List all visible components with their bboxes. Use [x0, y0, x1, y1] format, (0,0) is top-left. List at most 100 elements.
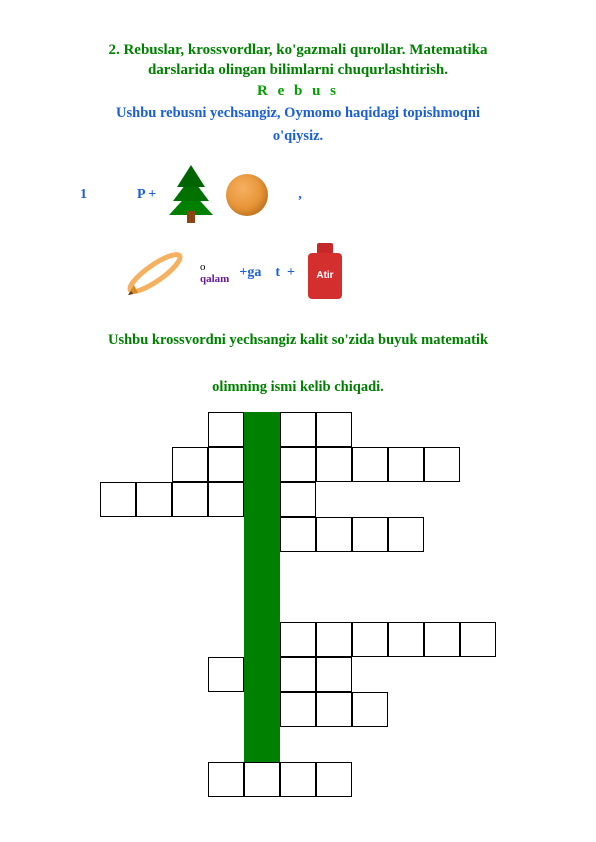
grid-cell — [280, 692, 316, 727]
grid-cell — [208, 447, 244, 482]
grid-cell — [100, 482, 136, 517]
crossword-title-line1: Ushbu krossvordni yechsangiz kalit so'zi… — [50, 331, 546, 351]
grid-cell — [460, 482, 496, 517]
heading-line2: darslarida olingan bilimlarni chuqurlash… — [50, 60, 546, 80]
grid-cell — [352, 517, 388, 552]
grid-cell — [208, 587, 244, 622]
grid-cell — [208, 622, 244, 657]
grid-cell — [208, 727, 244, 762]
grid-cell — [280, 552, 316, 587]
grid-cell — [100, 692, 136, 727]
grid-cell — [388, 762, 424, 797]
grid-cell — [388, 517, 424, 552]
grid-cell — [460, 552, 496, 587]
crossword-title-line2: olimning ismi kelib chiqadi. — [50, 378, 546, 398]
heading-line1: 2. Rebuslar, krossvordlar, ko'gazmali qu… — [50, 40, 546, 60]
grid-cell — [244, 482, 280, 517]
rebus-mid: +ga t + — [239, 265, 295, 281]
grid-cell — [244, 517, 280, 552]
grid-cell — [316, 552, 352, 587]
grid-cell — [280, 412, 316, 447]
grid-cell — [100, 727, 136, 762]
grid-cell — [424, 482, 460, 517]
pencil-icon — [120, 243, 190, 303]
grid-cell — [136, 587, 172, 622]
grid-cell — [100, 657, 136, 692]
grid-cell — [172, 657, 208, 692]
grid-cell — [388, 412, 424, 447]
grid-cell — [460, 622, 496, 657]
grid-cell — [100, 552, 136, 587]
grid-cell — [388, 657, 424, 692]
grid-cell — [136, 482, 172, 517]
grid-cell — [316, 447, 352, 482]
grid-cell — [208, 762, 244, 797]
grid-cell — [316, 727, 352, 762]
grid-cell — [388, 587, 424, 622]
grid-cell — [388, 552, 424, 587]
grid-cell — [244, 762, 280, 797]
ball-icon — [226, 174, 268, 216]
grid-cell — [424, 727, 460, 762]
grid-cell — [208, 482, 244, 517]
grid-cell — [352, 447, 388, 482]
grid-cell — [424, 657, 460, 692]
grid-cell — [460, 587, 496, 622]
grid-cell — [136, 622, 172, 657]
rebus-prefix: P + — [137, 187, 156, 203]
grid-cell — [460, 692, 496, 727]
grid-cell — [352, 622, 388, 657]
grid-cell — [280, 762, 316, 797]
grid-cell — [244, 622, 280, 657]
grid-cell — [352, 692, 388, 727]
grid-cell — [280, 622, 316, 657]
grid-cell — [136, 657, 172, 692]
grid-cell — [424, 412, 460, 447]
grid-cell — [460, 657, 496, 692]
grid-cell — [172, 447, 208, 482]
grid-cell — [172, 482, 208, 517]
crossword-grid — [100, 412, 496, 797]
grid-cell — [352, 552, 388, 587]
grid-cell — [172, 692, 208, 727]
rebus-row-2: o qalam +ga t + Atir — [120, 243, 546, 303]
grid-cell — [136, 727, 172, 762]
grid-cell — [136, 762, 172, 797]
grid-cell — [172, 552, 208, 587]
grid-cell — [136, 692, 172, 727]
grid-cell — [208, 692, 244, 727]
grid-cell — [208, 552, 244, 587]
grid-cell — [244, 447, 280, 482]
atir-label: Atir — [316, 270, 333, 281]
grid-cell — [136, 552, 172, 587]
grid-cell — [172, 517, 208, 552]
subtitle-line2: o'qiysiz. — [50, 127, 546, 147]
grid-cell — [424, 447, 460, 482]
rebus-number: 1 — [80, 187, 87, 203]
grid-cell — [424, 622, 460, 657]
grid-cell — [136, 412, 172, 447]
grid-cell — [388, 727, 424, 762]
grid-cell — [280, 727, 316, 762]
subtitle-line1: Ushbu rebusni yechsangiz, Oymomo haqidag… — [50, 104, 546, 124]
grid-cell — [100, 622, 136, 657]
grid-cell — [172, 622, 208, 657]
grid-cell — [424, 552, 460, 587]
grid-cell — [244, 692, 280, 727]
grid-cell — [172, 762, 208, 797]
grid-cell — [280, 447, 316, 482]
grid-cell — [172, 587, 208, 622]
grid-cell — [280, 587, 316, 622]
grid-cell — [172, 412, 208, 447]
grid-cell — [208, 517, 244, 552]
bottle-icon: Atir — [305, 243, 345, 303]
grid-cell — [100, 412, 136, 447]
grid-cell — [208, 412, 244, 447]
qalam-label: o qalam — [200, 261, 229, 285]
grid-cell — [244, 587, 280, 622]
grid-cell — [208, 657, 244, 692]
grid-cell — [424, 587, 460, 622]
grid-cell — [460, 517, 496, 552]
grid-cell — [100, 447, 136, 482]
grid-cell — [424, 517, 460, 552]
